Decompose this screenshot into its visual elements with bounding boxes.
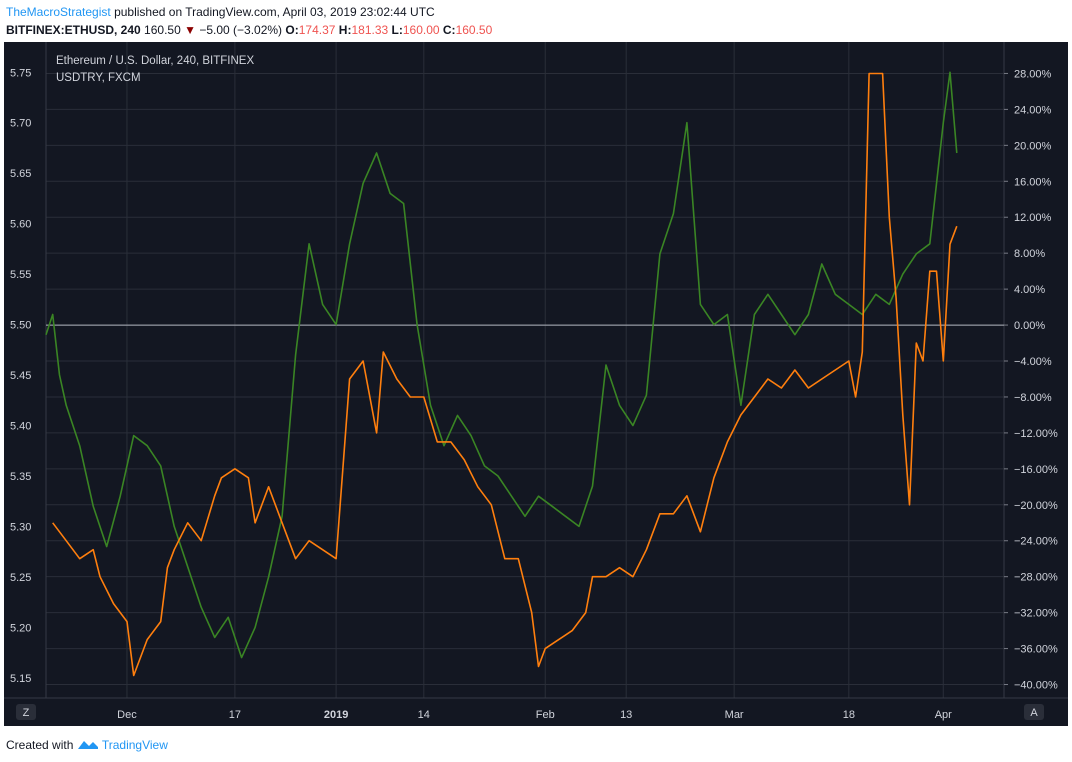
left-axis-corner-label: Z (23, 707, 30, 719)
chart-canvas[interactable]: 5.75 5.70 5.65 5.60 5.55 5.50 5.45 5.40 5.35 5.30… (4, 42, 1068, 726)
symbol-label: BITFINEX:ETHUSD, 240 (6, 23, 141, 37)
created-with-text: Created with (6, 738, 74, 752)
right-axis-tick-label: −36.00% (1014, 644, 1058, 656)
publish-info: TheMacroStrategist published on TradingV… (6, 5, 435, 19)
right-axis-tick-label: 16.00% (1014, 176, 1052, 188)
left-axis-tick-label: 5.20 (10, 622, 31, 634)
left-axis-tick-label: 5.45 (10, 370, 31, 382)
left-axis-tick-label: 5.70 (10, 118, 31, 130)
x-axis-tick-label: 13 (620, 709, 632, 721)
x-axis-tick-label: Dec (117, 709, 137, 721)
left-axis-tick-label: 5.60 (10, 219, 31, 231)
left-axis-tick-label: 5.75 (10, 67, 31, 79)
ethereum-series-line[interactable] (52, 72, 958, 677)
x-axis-tick-label: Mar (725, 709, 744, 721)
right-axis-tick-label: −8.00% (1014, 392, 1052, 404)
symbol-quote-line: BITFINEX:ETHUSD, 240 160.50 ▼ −5.00 (−3.… (6, 23, 492, 37)
right-axis-tick-label: −16.00% (1014, 464, 1058, 476)
right-axis-tick-label: −24.00% (1014, 536, 1058, 548)
published-text: published on TradingView.com, April 03, … (114, 5, 435, 19)
left-axis-tick-label: 5.65 (10, 168, 31, 180)
right-axis-tick-label: −12.00% (1014, 428, 1058, 440)
right-axis-tick-label: −20.00% (1014, 500, 1058, 512)
author-link[interactable]: TheMacroStrategist (6, 5, 111, 19)
right-axis-tick-label: 28.00% (1014, 68, 1052, 80)
footer: Created with TradingView (6, 738, 168, 752)
right-axis-corner-button[interactable] (1024, 704, 1044, 720)
right-axis-tick-label: 0.00% (1014, 320, 1045, 332)
x-axis-tick-label: 18 (843, 709, 855, 721)
right-axis-tick-label: −4.00% (1014, 356, 1052, 368)
x-axis-tick-label: 17 (229, 709, 241, 721)
x-axis-tick-label: 2019 (324, 709, 348, 721)
left-axis-tick-label: 5.30 (10, 521, 31, 533)
high-label: H: (338, 23, 352, 37)
right-axis-tick-label: −28.00% (1014, 572, 1058, 584)
tradingview-link[interactable]: TradingView (101, 738, 168, 752)
right-axis-tick-label: 4.00% (1014, 284, 1045, 296)
right-axis-tick-label: −40.00% (1014, 680, 1058, 692)
left-axis-tick-label: 5.25 (10, 572, 31, 584)
left-axis-corner-button[interactable] (16, 704, 36, 720)
right-axis-tick-label: 20.00% (1014, 140, 1052, 152)
right-axis-corner-label: A (1030, 707, 1038, 719)
close-label: C: (442, 23, 456, 37)
right-axis-tick-label: 8.00% (1014, 248, 1045, 260)
x-axis-tick-label: Feb (536, 709, 555, 721)
usdtry-series-line[interactable] (45, 71, 958, 659)
low-value: 160.00 (402, 23, 440, 37)
left-axis-tick-label: 5.35 (10, 471, 31, 483)
x-axis-tick-label: 14 (418, 709, 430, 721)
tradingview-logo-icon (77, 738, 99, 752)
chart-background (4, 42, 1068, 726)
high-value: 181.33 (351, 23, 389, 37)
down-arrow-icon: ▼ (184, 23, 196, 37)
left-axis-tick-label: 5.50 (10, 320, 31, 332)
low-label: L: (391, 23, 403, 37)
legend-entry[interactable]: Ethereum / U.S. Dollar, 240, BITFINEX (56, 55, 254, 67)
right-axis-tick-label: −32.00% (1014, 608, 1058, 620)
x-axis-tick-label: Apr (935, 709, 952, 721)
left-axis-tick-label: 5.55 (10, 269, 31, 281)
open-value: 174.37 (298, 23, 336, 37)
left-axis-tick-label: 5.15 (10, 673, 31, 685)
price-change: −5.00 (−3.02%) (199, 23, 283, 37)
legend-entry[interactable]: USDTRY, FXCM (56, 72, 141, 84)
right-axis-tick-label: 24.00% (1014, 104, 1052, 116)
left-axis-tick-label: 5.40 (10, 421, 31, 433)
close-value: 160.50 (455, 23, 493, 37)
open-label: O: (285, 23, 299, 37)
last-price: 160.50 (144, 23, 181, 37)
right-axis-tick-label: 12.00% (1014, 212, 1052, 224)
